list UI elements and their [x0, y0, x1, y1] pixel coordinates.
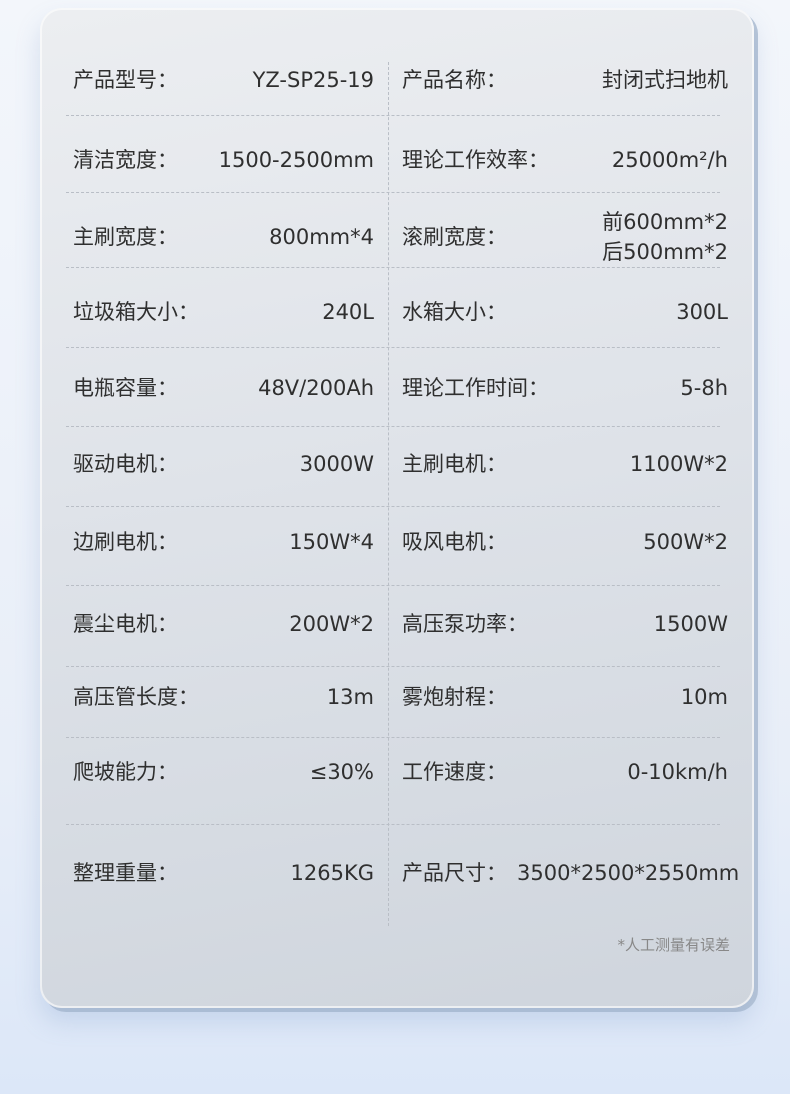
spec-label: 高压泵功率： [402, 612, 528, 636]
spec-label: 产品名称： [402, 68, 507, 92]
spec-label: 工作速度： [402, 760, 507, 784]
spec-value: 300L [676, 300, 728, 324]
spec-label: 产品型号： [73, 68, 178, 92]
spec-value: 150W*4 [289, 530, 374, 554]
spec-value: 25000m²/h [611, 148, 728, 172]
spec-value: 0-10km/h [627, 760, 728, 784]
spec-value: 3000W [299, 452, 374, 476]
spec-value: 1500W [653, 612, 728, 636]
spec-value: ≤30% [309, 760, 374, 784]
spec-label: 产品尺寸： [402, 861, 507, 885]
spec-value: 500W*2 [643, 530, 728, 554]
spec-value: 3500*2500*2550mm [517, 861, 740, 885]
spec-label: 吸风电机： [402, 530, 507, 554]
spec-label: 清洁宽度： [73, 148, 178, 172]
column-divider [388, 62, 389, 926]
spec-value: 48V/200Ah [258, 376, 374, 400]
spec-value: 1265KG [290, 861, 375, 885]
spec-label: 震尘电机： [73, 612, 178, 636]
row-divider [66, 347, 720, 348]
spec-label: 主刷电机： [402, 452, 507, 476]
spec-value: 200W*2 [289, 612, 374, 636]
spec-card [40, 8, 754, 1008]
spec-label: 边刷电机： [73, 530, 178, 554]
spec-label: 高压管长度： [73, 685, 199, 709]
spec-value: 10m [680, 685, 728, 709]
row-divider [66, 192, 720, 193]
spec-value: 800mm*4 [269, 225, 374, 249]
spec-label: 驱动电机： [73, 452, 178, 476]
spec-label: 整理重量： [73, 861, 178, 885]
spec-value: 240L [322, 300, 374, 324]
spec-label: 垃圾箱大小： [73, 300, 199, 324]
spec-value: 5-8h [680, 376, 728, 400]
measurement-note: *人工测量有误差 [617, 936, 730, 954]
spec-label: 滚刷宽度： [402, 225, 507, 249]
spec-label: 水箱大小： [402, 300, 507, 324]
spec-value: 封闭式扫地机 [602, 68, 728, 92]
row-divider [66, 666, 720, 667]
row-divider [66, 824, 720, 825]
row-divider [66, 737, 720, 738]
row-divider [66, 426, 720, 427]
spec-value: 13m [326, 685, 374, 709]
spec-label: 主刷宽度： [73, 225, 178, 249]
row-divider [66, 115, 720, 116]
spec-value: YZ-SP25-19 [252, 68, 374, 92]
spec-label: 雾炮射程： [402, 685, 507, 709]
spec-label: 电瓶容量： [73, 376, 178, 400]
spec-label: 理论工作效率： [402, 148, 549, 172]
spec-value: 1500-2500mm [218, 148, 374, 172]
spec-value: 前600mm*2 后500mm*2 [602, 210, 728, 264]
row-divider [66, 506, 720, 507]
spec-label: 爬坡能力： [73, 760, 178, 784]
spec-value: 1100W*2 [629, 452, 728, 476]
row-divider [66, 267, 720, 268]
row-divider [66, 585, 720, 586]
spec-label: 理论工作时间： [402, 376, 549, 400]
